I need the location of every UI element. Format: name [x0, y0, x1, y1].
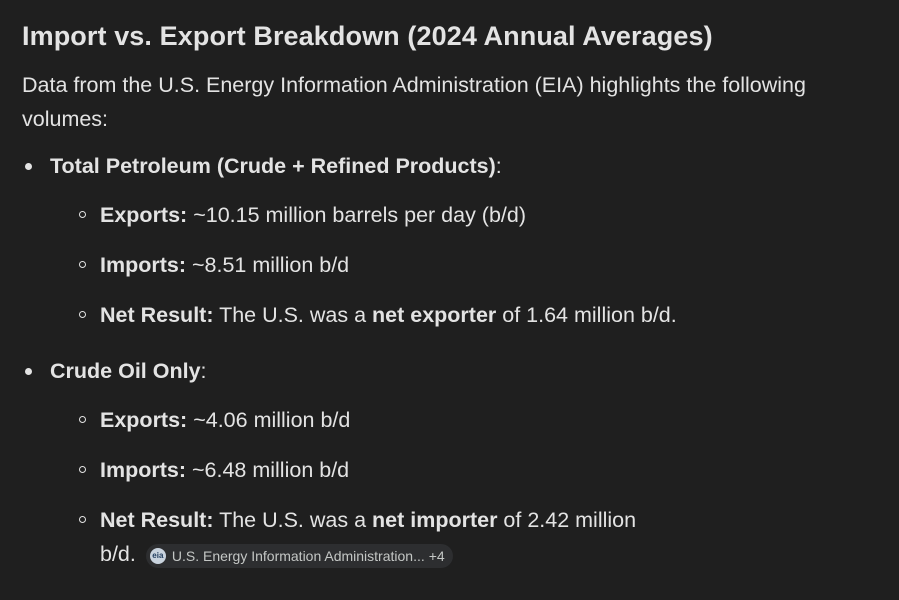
- list-item-imports: Imports: ~6.48 million b/d: [50, 453, 882, 487]
- circle-bullet-icon: [79, 516, 86, 523]
- bullet-icon: [25, 163, 32, 170]
- circle-bullet-icon: [79, 261, 86, 268]
- list-item-exports: Exports: ~10.15 million barrels per day …: [50, 198, 882, 232]
- list-item-crude-oil: Crude Oil Only: Exports: ~4.06 million b…: [22, 354, 882, 571]
- breakdown-list: Total Petroleum (Crude + Refined Product…: [22, 149, 882, 571]
- source-chip-count: +4: [428, 548, 445, 564]
- circle-bullet-icon: [79, 311, 86, 318]
- list-item-net-result: Net Result: The U.S. was a net exporter …: [50, 298, 882, 332]
- list-item-imports: Imports: ~8.51 million b/d: [50, 248, 882, 282]
- source-chip[interactable]: eia U.S. Energy Information Administrati…: [145, 544, 453, 568]
- list-item-exports: Exports: ~4.06 million b/d: [50, 403, 882, 437]
- response-content: Import vs. Export Breakdown (2024 Annual…: [22, 16, 882, 571]
- eia-logo-icon: eia: [149, 548, 166, 564]
- list-item-net-result: Net Result: The U.S. was a net importer …: [50, 503, 670, 571]
- sub-list: Exports: ~10.15 million barrels per day …: [50, 198, 882, 332]
- source-chip-label: U.S. Energy Information Administration..…: [171, 548, 425, 564]
- circle-bullet-icon: [79, 211, 86, 218]
- sub-list: Exports: ~4.06 million b/d Imports: ~6.4…: [50, 403, 882, 571]
- list-item-title: Crude Oil Only: [50, 359, 201, 383]
- intro-paragraph: Data from the U.S. Energy Information Ad…: [22, 73, 806, 131]
- circle-bullet-icon: [79, 416, 86, 423]
- section-heading: Import vs. Export Breakdown (2024 Annual…: [22, 21, 713, 51]
- list-item-total-petroleum: Total Petroleum (Crude + Refined Product…: [22, 149, 882, 332]
- bullet-icon: [25, 368, 32, 375]
- list-item-title: Total Petroleum (Crude + Refined Product…: [50, 154, 496, 178]
- circle-bullet-icon: [79, 466, 86, 473]
